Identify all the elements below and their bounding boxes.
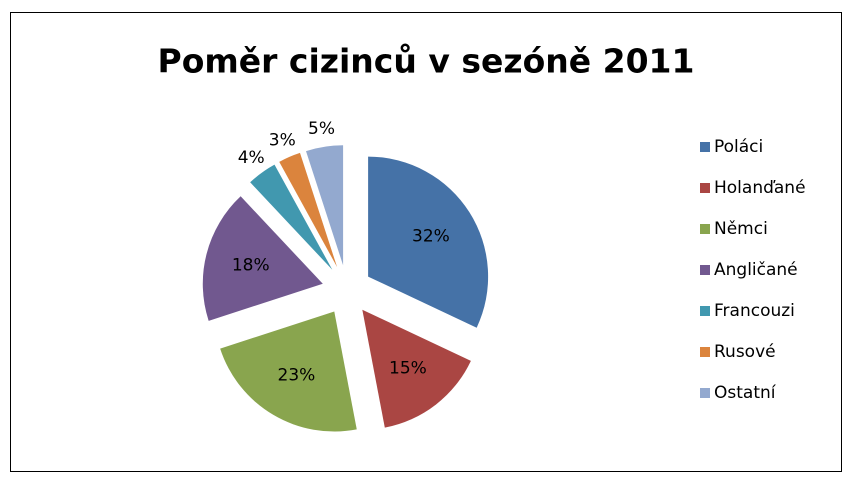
legend-swatch	[700, 265, 710, 275]
pie-slice	[306, 145, 344, 266]
legend-label: Poláci	[714, 137, 763, 157]
legend-label: Ostatní	[714, 383, 777, 403]
data-label: 15%	[389, 359, 427, 379]
pie-slice	[279, 152, 338, 268]
chart-title: Poměr cizinců v sezóně 2011	[158, 42, 695, 81]
legend-label: Francouzi	[714, 301, 795, 321]
pie-slice	[362, 309, 471, 428]
pie-slice	[250, 164, 333, 270]
data-label: 3%	[269, 130, 296, 150]
data-label: 4%	[238, 148, 265, 168]
pie-slice	[220, 311, 357, 432]
data-label: 23%	[278, 366, 316, 386]
data-label: 18%	[232, 255, 270, 275]
legend-swatch	[700, 183, 710, 193]
legend-label: Rusové	[714, 342, 776, 362]
pie-slice	[368, 156, 489, 328]
legend-swatch	[700, 306, 710, 316]
legend-swatch	[700, 224, 710, 234]
pie-slice	[202, 196, 323, 321]
legend-label: Němci	[714, 219, 768, 239]
legend-label: Angličané	[714, 260, 798, 280]
data-label: 32%	[412, 227, 450, 247]
data-label: 5%	[308, 119, 335, 139]
legend-swatch	[700, 347, 710, 357]
legend-swatch	[700, 142, 710, 152]
legend-label: Holanďané	[714, 178, 806, 198]
legend-swatch	[700, 388, 710, 398]
